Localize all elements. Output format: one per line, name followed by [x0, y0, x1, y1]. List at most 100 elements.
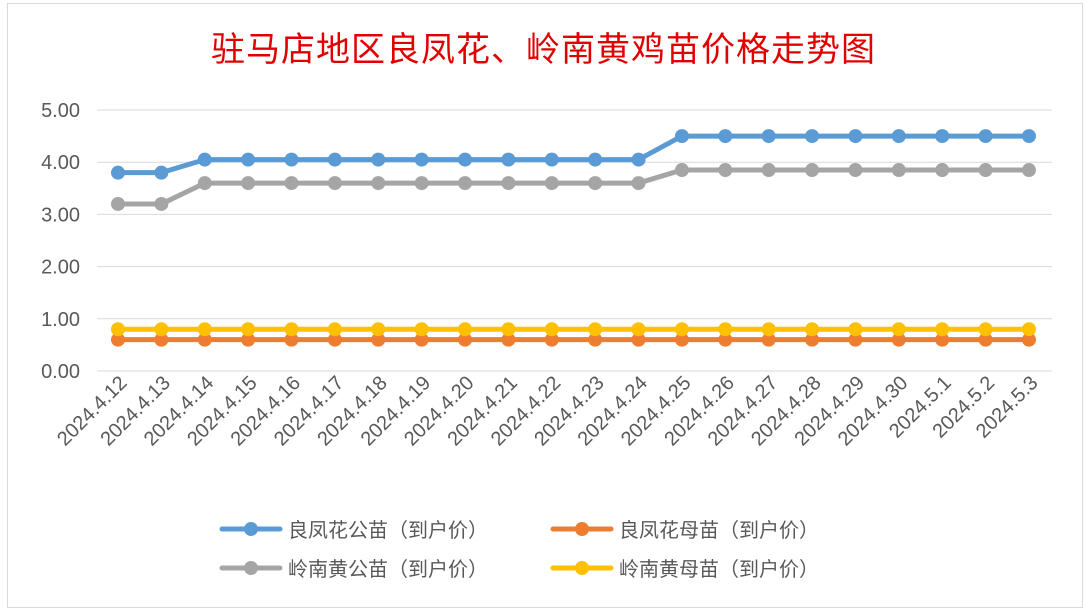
data-point: [371, 322, 386, 337]
data-point: [718, 163, 733, 178]
data-point: [197, 152, 212, 167]
data-point: [241, 322, 256, 337]
y-tick-label: 1.00: [41, 309, 80, 331]
data-point: [1021, 129, 1036, 144]
data-point: [588, 332, 603, 347]
data-point: [371, 332, 386, 347]
data-point: [718, 322, 733, 337]
y-tick-label: 5.00: [41, 100, 80, 122]
data-point: [371, 176, 386, 191]
data-point: [891, 322, 906, 337]
data-point: [241, 152, 256, 167]
data-point: [458, 322, 473, 337]
data-point: [501, 322, 516, 337]
data-point: [544, 176, 559, 191]
legend-label: 良凤花公苗（到户价）: [288, 518, 488, 542]
data-point: [761, 129, 776, 144]
data-point: [631, 176, 646, 191]
data-point: [111, 196, 125, 211]
data-point: [805, 129, 820, 144]
data-point: [414, 322, 429, 337]
data-point: [327, 332, 342, 347]
data-point: [544, 332, 559, 347]
data-point: [111, 332, 125, 347]
data-point: [848, 163, 863, 178]
data-point: [371, 152, 386, 167]
data-point: [544, 152, 559, 167]
legend-marker: [244, 522, 258, 536]
data-point: [111, 165, 125, 180]
data-point: [674, 163, 689, 178]
data-point: [458, 176, 473, 191]
legend-label: 良凤花母苗（到户价）: [619, 518, 819, 542]
series-line: [115, 167, 1032, 207]
data-point: [848, 322, 863, 337]
data-point: [978, 332, 993, 347]
data-point: [414, 176, 429, 191]
data-point: [631, 152, 646, 167]
data-point: [761, 332, 776, 347]
data-point: [978, 322, 993, 337]
data-point: [631, 322, 646, 337]
data-point: [197, 322, 212, 337]
data-point: [805, 322, 820, 337]
data-point: [544, 322, 559, 337]
data-point: [891, 332, 906, 347]
data-point: [1021, 332, 1036, 347]
data-point: [327, 152, 342, 167]
y-tick-label: 3.00: [41, 204, 80, 226]
data-point: [327, 322, 342, 337]
data-point: [588, 322, 603, 337]
legend-label: 岭南黄公苗（到户价）: [288, 557, 488, 581]
data-point: [284, 176, 299, 191]
data-point: [718, 332, 733, 347]
data-point: [197, 176, 212, 191]
data-point: [241, 176, 256, 191]
data-point: [761, 322, 776, 337]
data-point: [848, 332, 863, 347]
data-point: [631, 332, 646, 347]
data-point: [414, 332, 429, 347]
data-point: [718, 129, 733, 144]
data-point: [978, 129, 993, 144]
y-tick-label: 2.00: [41, 257, 80, 279]
legend-marker: [244, 561, 258, 575]
data-point: [111, 322, 125, 337]
data-point: [805, 163, 820, 178]
data-point: [935, 322, 950, 337]
data-point: [284, 322, 299, 337]
data-point: [458, 152, 473, 167]
data-point: [284, 332, 299, 347]
series-line: [115, 133, 1032, 176]
data-point: [674, 332, 689, 347]
legend-label: 岭南黄母苗（到户价）: [619, 557, 819, 581]
data-point: [588, 176, 603, 191]
data-point: [891, 163, 906, 178]
data-point: [327, 176, 342, 191]
data-point: [1021, 163, 1036, 178]
data-point: [501, 152, 516, 167]
data-point: [154, 196, 169, 211]
data-point: [501, 176, 516, 191]
legend-marker: [575, 522, 589, 536]
chart-frame: [7, 3, 1083, 608]
data-point: [674, 129, 689, 144]
data-point: [414, 152, 429, 167]
data-point: [241, 332, 256, 347]
chart-title: 驻马店地区良凤花、岭南黄鸡苗价格走势图: [211, 30, 876, 70]
data-point: [197, 332, 212, 347]
data-point: [1021, 322, 1036, 337]
data-point: [978, 163, 993, 178]
data-point: [805, 332, 820, 347]
data-point: [501, 332, 516, 347]
data-point: [458, 332, 473, 347]
data-point: [588, 152, 603, 167]
data-point: [935, 129, 950, 144]
y-tick-label: 4.00: [41, 152, 80, 174]
data-point: [891, 129, 906, 144]
data-point: [154, 322, 169, 337]
data-point: [154, 165, 169, 180]
data-point: [674, 322, 689, 337]
data-point: [154, 332, 169, 347]
